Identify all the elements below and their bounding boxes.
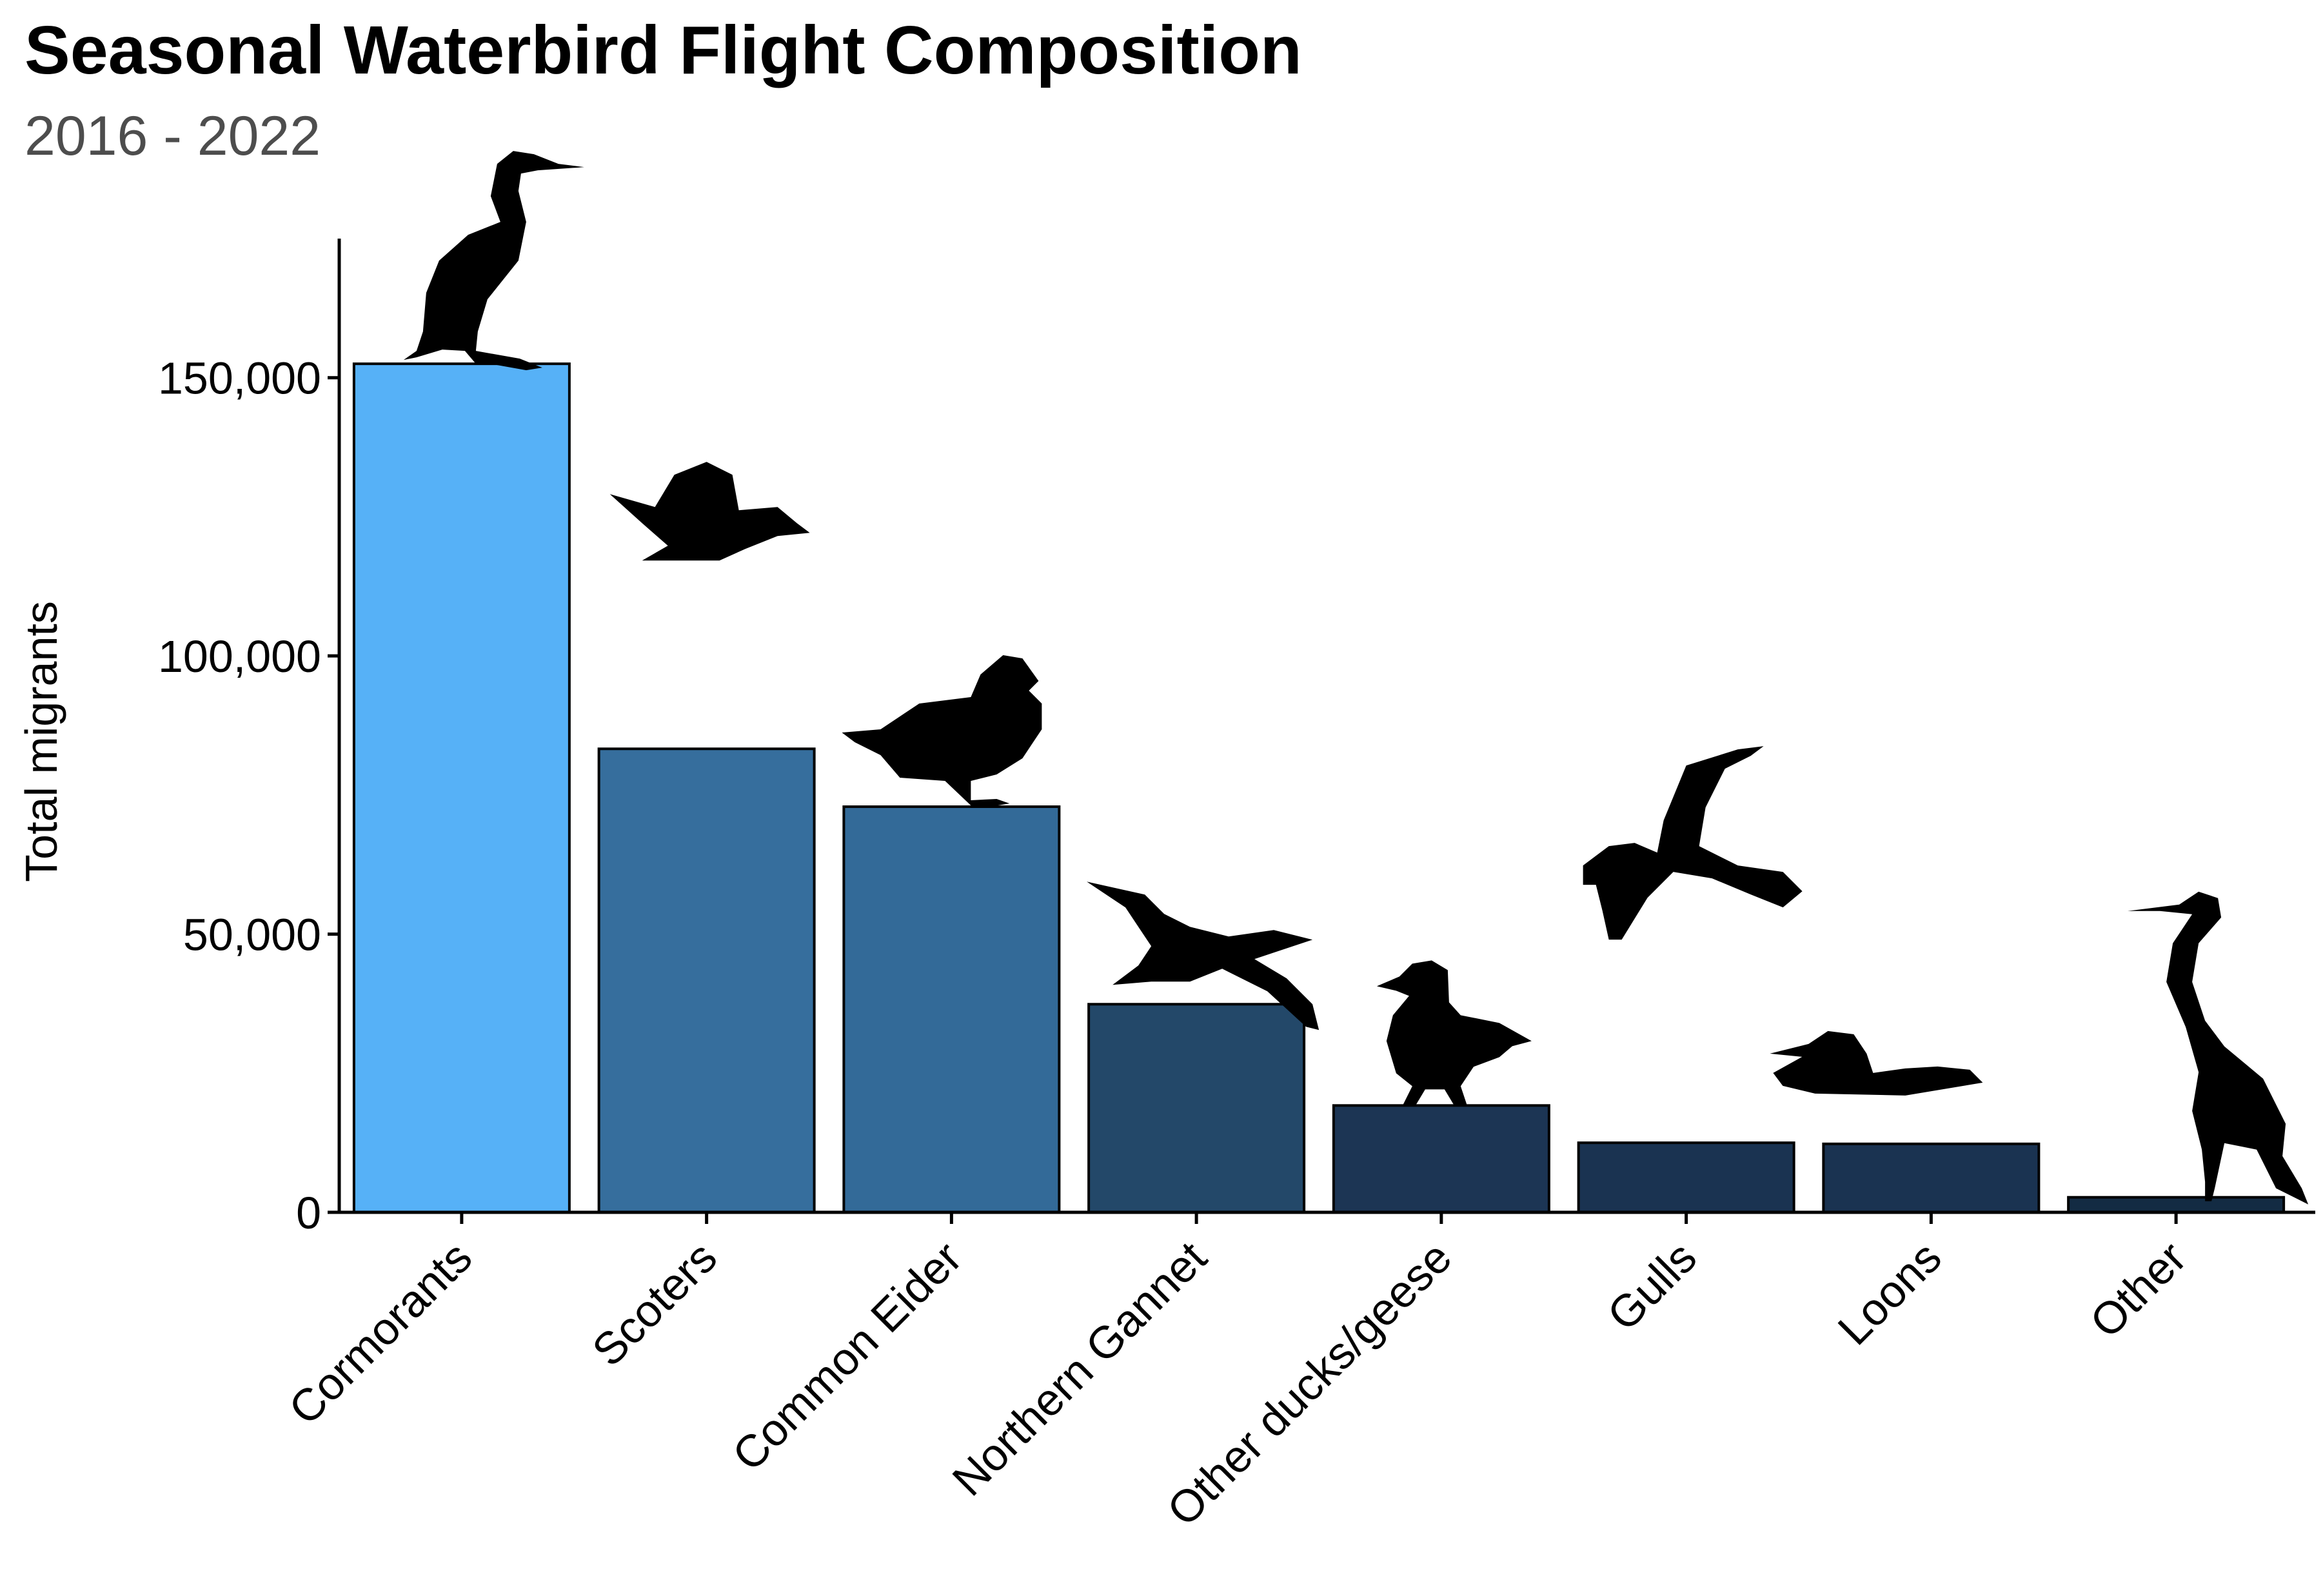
y-tick-label: 0: [296, 1188, 321, 1238]
loon-icon: [1770, 1030, 1983, 1096]
bar-other: [2067, 1196, 2286, 1214]
gannet-icon: [1087, 882, 1320, 1030]
x-tick-label: Other: [2081, 1232, 2196, 1347]
scoter-icon: [609, 462, 810, 561]
axis-lines: [337, 239, 2315, 1214]
bar-northern-gannet: [1087, 1003, 1306, 1214]
bar-scoters: [597, 747, 816, 1214]
y-tick-label: 50,000: [183, 910, 321, 960]
chart-subtitle: 2016 - 2022: [25, 105, 321, 167]
gull-icon: [1583, 746, 1803, 940]
bird-silhouettes: [403, 151, 2309, 1205]
bar-other-ducks-geese: [1332, 1104, 1550, 1214]
x-tick-label: Gulls: [1597, 1232, 1706, 1340]
eider-icon: [842, 655, 1042, 807]
x-tick-label: Common Eider: [723, 1232, 971, 1480]
bar-gulls: [1577, 1141, 1795, 1214]
x-tick-label: Northern Gannet: [943, 1232, 1216, 1505]
x-tick-label: Cormorants: [279, 1232, 482, 1434]
y-tick-label: 100,000: [158, 631, 321, 682]
bar-loons: [1822, 1142, 2041, 1214]
bar-common-eider: [842, 805, 1061, 1214]
y-tick-label: 150,000: [158, 353, 321, 404]
y-axis-label: Total migrants: [16, 601, 66, 882]
bars: [352, 362, 2286, 1214]
y-ticks: 0 50,000 100,000 150,000: [158, 353, 339, 1238]
bar-cormorants: [352, 362, 571, 1214]
x-tick-label: Scoters: [582, 1232, 726, 1375]
x-tick-label: Loons: [1828, 1232, 1951, 1354]
heron-icon: [2128, 891, 2309, 1205]
chart-title: Seasonal Waterbird Flight Composition: [25, 12, 1302, 88]
cormorant-icon: [403, 151, 584, 371]
duck-icon: [1376, 960, 1532, 1106]
